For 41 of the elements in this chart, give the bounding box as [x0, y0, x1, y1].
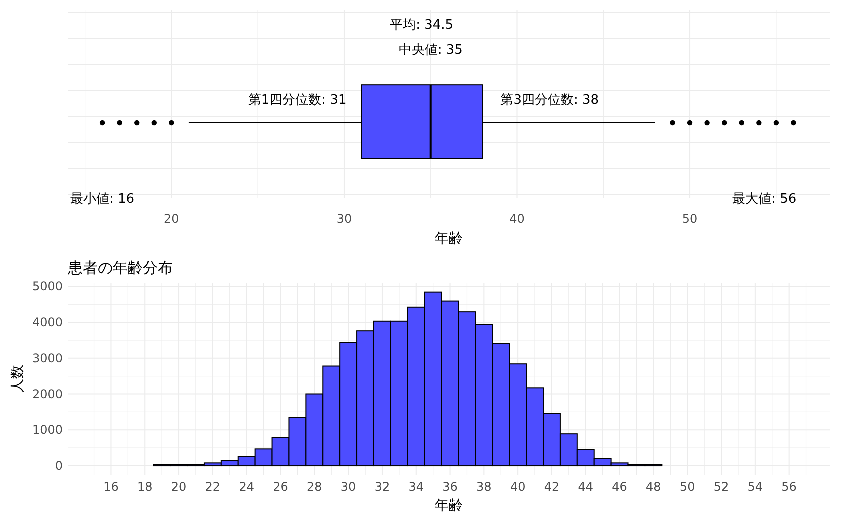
chart-title: 患者の年齢分布 [67, 259, 173, 277]
annotation: 中央値: 35 [398, 43, 463, 58]
y-tick-label: 2000 [32, 387, 63, 402]
x-tick-label: 50 [680, 480, 696, 494]
y-tick-label: 5000 [32, 280, 63, 294]
x-tick-label: 24 [239, 480, 254, 494]
x-tick-label: 34 [408, 480, 424, 494]
x-tick-label: 26 [273, 480, 288, 494]
x-tick-label: 48 [646, 480, 662, 494]
y-tick-label: 1000 [32, 423, 63, 438]
x-axis-title: 年齢 [435, 231, 463, 247]
x-tick-label: 54 [748, 480, 764, 494]
x-tick-label: 46 [612, 480, 628, 494]
y-tick-label: 4000 [32, 315, 63, 330]
x-tick-label: 50 [682, 212, 698, 226]
y-tick-label: 3000 [32, 351, 63, 366]
annotation: 第3四分位数: 38 [500, 93, 600, 108]
x-tick-label: 52 [714, 480, 730, 494]
annotation: 最小値: 16 [70, 192, 135, 207]
annotation: 第1四分位数: 31 [248, 93, 347, 108]
x-tick-label: 30 [340, 480, 356, 494]
y-tick-label: 0 [55, 459, 63, 474]
x-tick-label: 16 [104, 480, 119, 494]
x-tick-label: 40 [510, 480, 526, 494]
x-tick-label: 18 [137, 480, 153, 494]
y-axis-title: 人数 [10, 365, 26, 393]
x-tick-label: 40 [510, 212, 525, 226]
x-tick-label: 42 [544, 480, 560, 494]
annotation: 最大値: 56 [732, 192, 797, 207]
x-tick-label: 44 [578, 480, 594, 494]
x-tick-label: 32 [374, 480, 390, 494]
annotation: 平均: 34.5 [390, 18, 454, 33]
x-tick-label: 30 [336, 212, 352, 226]
x-tick-label: 38 [476, 480, 492, 494]
x-tick-label: 22 [205, 480, 221, 494]
x-tick-label: 20 [164, 212, 180, 226]
x-tick-label: 36 [442, 480, 458, 494]
x-tick-label: 56 [782, 480, 797, 494]
x-axis-title: 年齢 [435, 498, 463, 514]
x-tick-label: 20 [171, 480, 187, 494]
x-tick-label: 28 [307, 480, 322, 494]
